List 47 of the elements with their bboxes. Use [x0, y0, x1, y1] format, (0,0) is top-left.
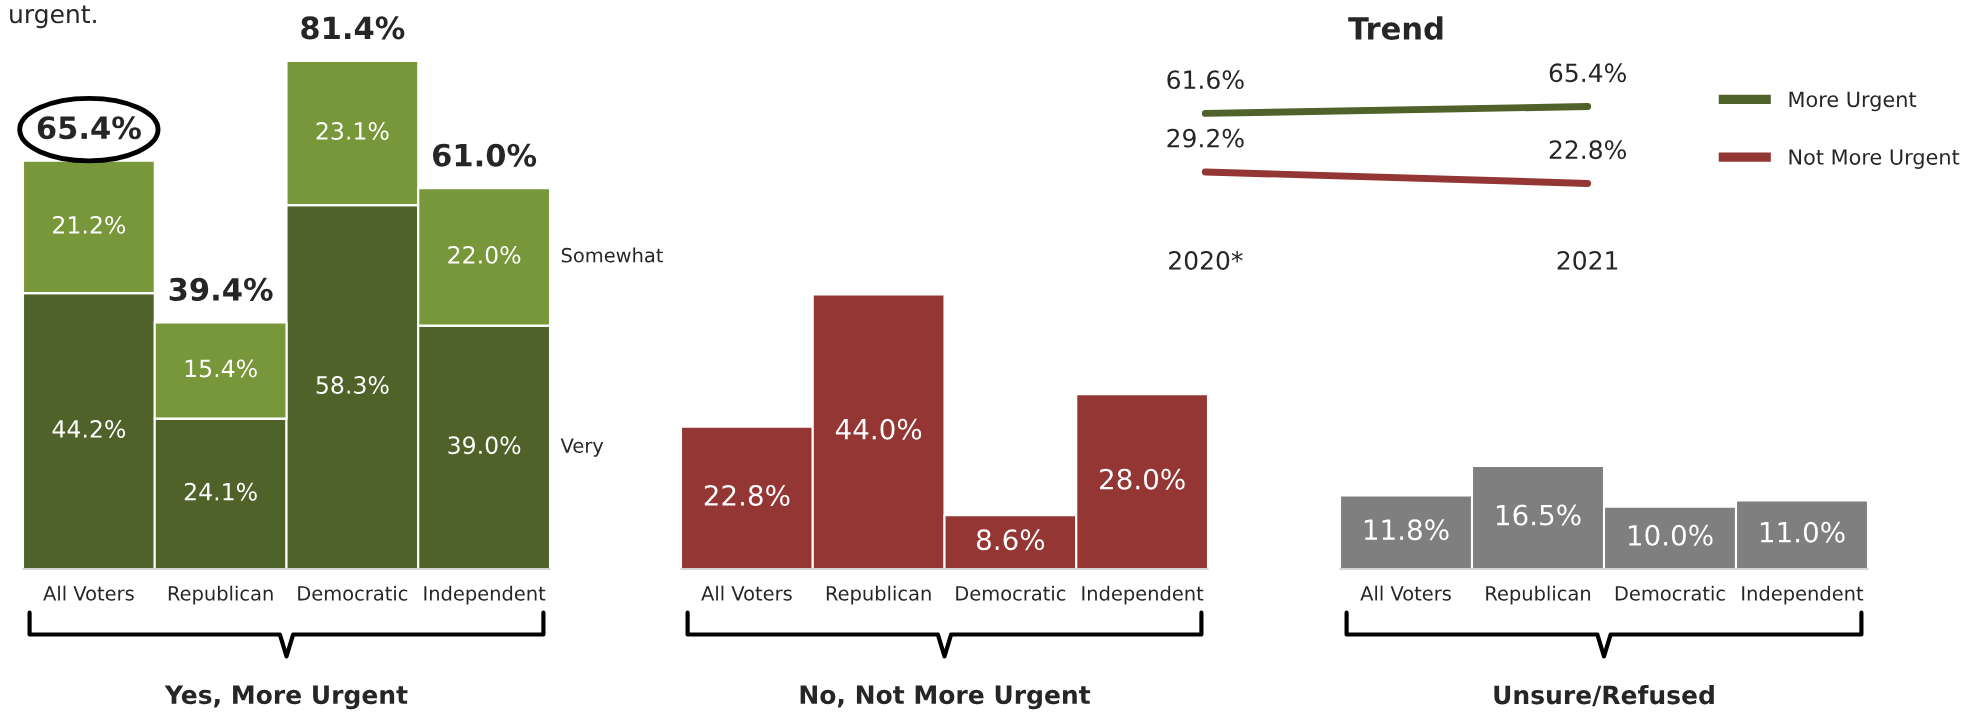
x-tick-label: All Voters: [701, 585, 792, 601]
total-label: 61.0%: [433, 143, 537, 167]
text: urgent.: [10, 5, 96, 29]
data-label: 61.6%: [1167, 70, 1244, 90]
total-label: 39.4%: [169, 277, 273, 301]
series-label: Somewhat: [561, 247, 663, 263]
data-label: 11.0%: [1760, 521, 1845, 543]
data-label: 10.0%: [1628, 524, 1713, 546]
data-label: 21.2%: [53, 215, 126, 234]
x-axis-title: No, Not More Urgent: [800, 685, 1091, 710]
chart-title: Trend: [1348, 16, 1443, 40]
data-label: 44.2%: [52, 420, 126, 438]
x-tick-label: All Voters: [1360, 585, 1451, 601]
x-tick-label: Democratic: [298, 585, 408, 601]
data-label: 22.8%: [1549, 140, 1626, 160]
series-label: Very: [560, 438, 604, 457]
data-label: 39.0%: [448, 436, 521, 455]
data-label: 44.0%: [835, 418, 922, 440]
total-label: 81.4%: [301, 16, 405, 40]
x-tick-label: Republican: [826, 585, 931, 605]
x-axis-title: Unsure/Refused: [1494, 685, 1714, 707]
data-label: 11.8%: [1364, 519, 1449, 541]
x-tick-label: Independent: [1082, 585, 1204, 605]
x-tick-label: Republican: [1486, 585, 1591, 605]
data-label: 15.4%: [185, 359, 257, 378]
x-tick-label: Democratic: [1615, 585, 1725, 601]
data-label: 29.2%: [1167, 128, 1244, 148]
data-label: 22.8%: [704, 484, 790, 506]
data-label: 16.5%: [1496, 504, 1581, 526]
data-label: 22.0%: [448, 245, 521, 264]
legend-label: More Urgent: [1789, 91, 1917, 112]
data-label: 8.6%: [976, 529, 1045, 551]
x-tick-label: 2021: [1557, 251, 1618, 270]
data-label: 65.4%: [1549, 63, 1626, 83]
x-tick-label: All Voters: [43, 585, 134, 601]
x-tick-label: Independent: [1742, 585, 1864, 605]
legend-label: Not More Urgent: [1789, 149, 1960, 169]
x-axis-title: Yes, More Urgent: [164, 685, 408, 710]
data-label: 58.3%: [316, 376, 389, 394]
total-label: 65.4%: [37, 116, 141, 140]
data-label: 28.0%: [1100, 468, 1185, 490]
x-tick-label: Democratic: [956, 585, 1066, 601]
data-label: 24.1%: [184, 482, 257, 501]
x-tick-label: Independent: [424, 585, 546, 605]
x-tick-label: 2020*: [1169, 251, 1243, 270]
data-label: 23.1%: [316, 122, 389, 140]
x-tick-label: Republican: [168, 585, 273, 605]
